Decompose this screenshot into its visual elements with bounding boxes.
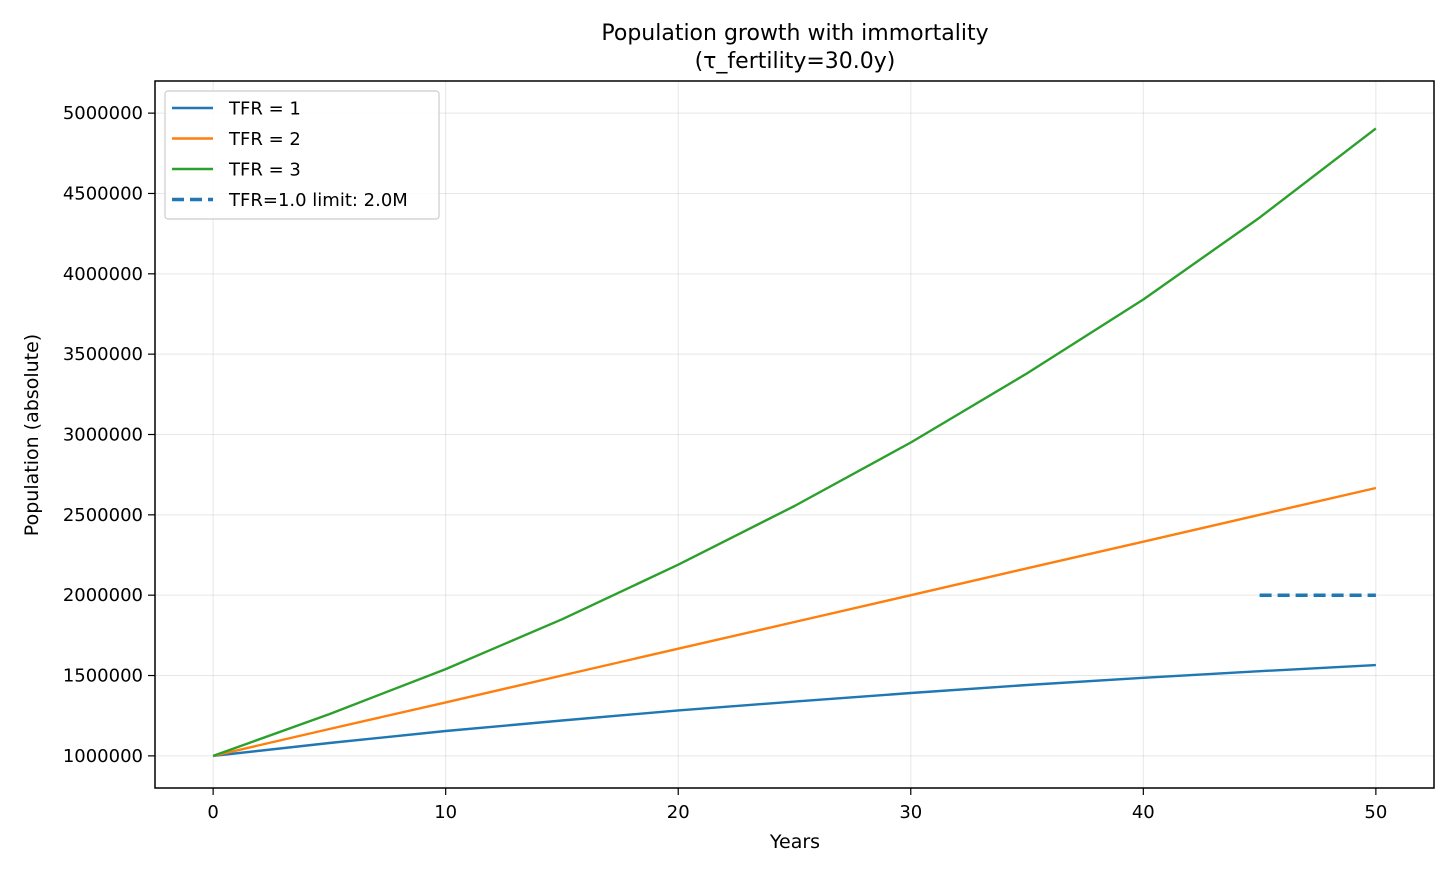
grid (155, 81, 1434, 788)
legend-label: TFR = 1 (228, 99, 301, 120)
x-tick-label: 30 (899, 802, 922, 823)
legend: TFR = 1 TFR = 2 TFR = 3 TFR=1.0 limit: 2.0M (164, 90, 440, 220)
x-tick-label: 20 (667, 802, 690, 823)
y-tick-label: 2500000 (63, 505, 143, 526)
x-axis: 0 10 20 30 40 50 (207, 788, 1387, 823)
x-tick-label: 40 (1132, 802, 1155, 823)
legend-box (164, 90, 440, 220)
y-tick-label: 3500000 (63, 344, 143, 365)
series-line-tfr-2 (212, 486, 1377, 758)
chart-title: Population growth with immortality (601, 21, 988, 46)
y-tick-label: 1500000 (63, 666, 143, 687)
legend-label: TFR = 3 (228, 160, 301, 181)
x-tick-label: 50 (1364, 802, 1387, 823)
y-tick-label: 3000000 (63, 425, 143, 446)
y-tick-label: 1000000 (63, 746, 143, 767)
x-tick-label: 0 (207, 802, 218, 823)
x-tick-label: 10 (434, 802, 457, 823)
y-tick-label: 2000000 (63, 585, 143, 606)
y-tick-label: 4000000 (63, 264, 143, 285)
y-axis: 1000000 1500000 2000000 2500000 3000000 35000… (63, 103, 155, 767)
y-axis-label: Population (absolute) (21, 334, 43, 536)
series-layer (212, 127, 1377, 758)
series-line-tfr-3 (212, 127, 1377, 758)
y-tick-label: 4500000 (63, 183, 143, 204)
legend-label: TFR=1.0 limit: 2.0M (228, 190, 408, 211)
x-axis-label: Years (769, 831, 820, 853)
legend-label: TFR = 2 (228, 129, 301, 150)
y-tick-label: 5000000 (63, 103, 143, 124)
chart-subtitle: (τ_fertility=30.0y) (695, 49, 896, 74)
series-line-tfr-1 (212, 663, 1376, 758)
